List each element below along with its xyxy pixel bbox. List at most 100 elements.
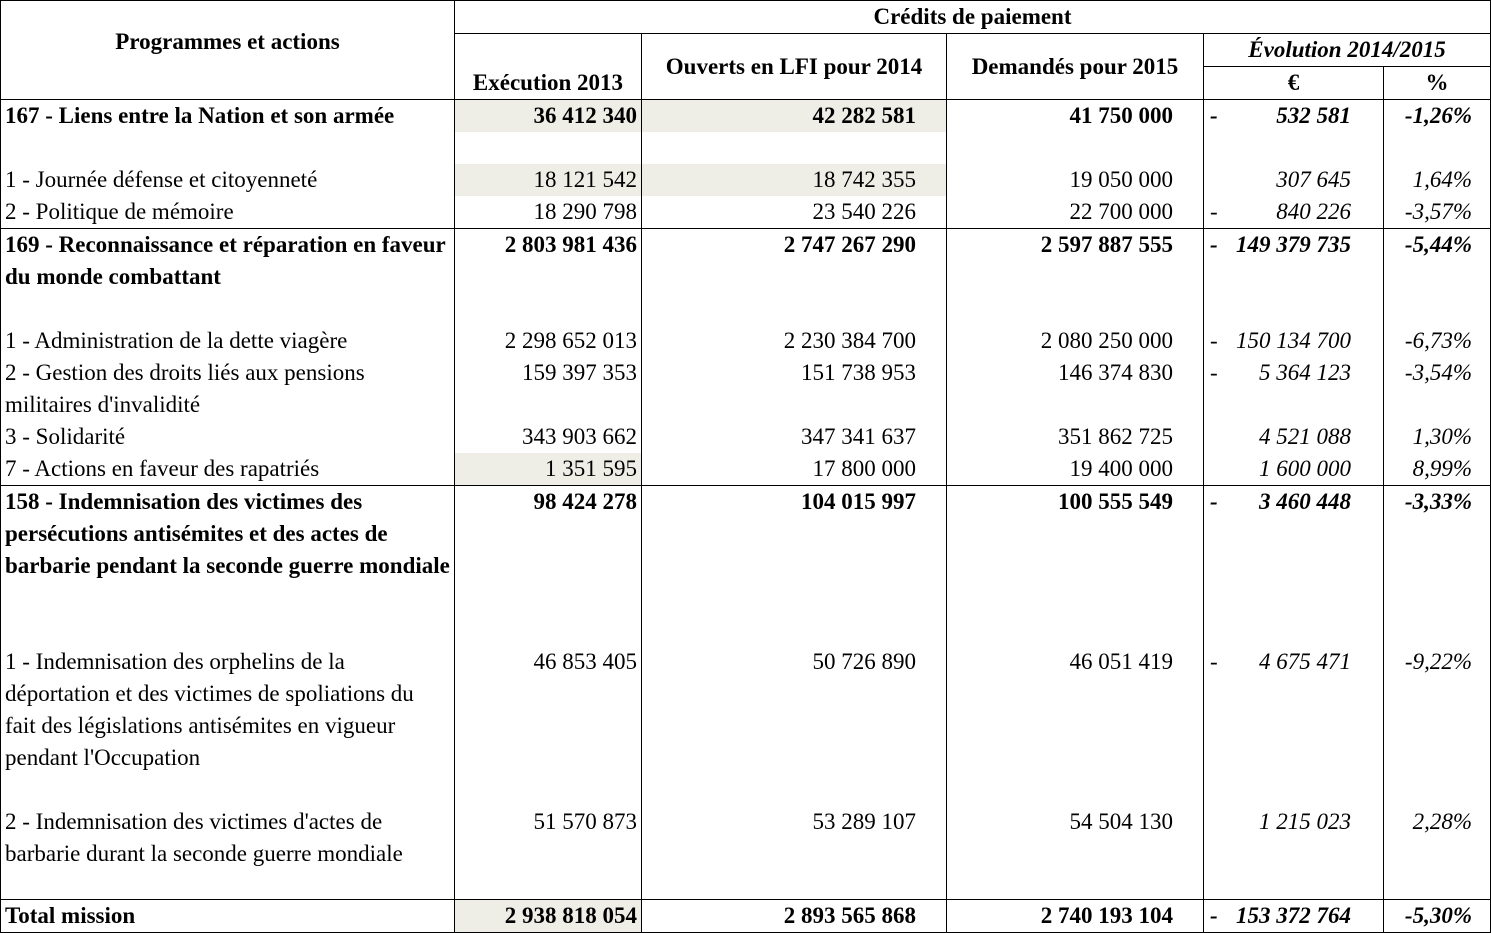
evolution-eur-value: 5 364 123 bbox=[1259, 360, 1351, 385]
exec-2013-value: 46 853 405 bbox=[454, 645, 642, 806]
empty-cell bbox=[454, 132, 642, 164]
empty-cell bbox=[641, 293, 947, 325]
evolution-eur-cell: - 532 581 bbox=[1203, 99, 1384, 132]
empty-cell bbox=[1383, 132, 1491, 164]
row-label: 1 - Journée défense et citoyenneté bbox=[0, 164, 455, 196]
dem-2015-value: 22 700 000 bbox=[946, 196, 1204, 229]
lfi-2014-value: 151 738 953 bbox=[641, 357, 947, 421]
lfi-2014-value: 347 341 637 bbox=[641, 421, 947, 453]
header-lfi2014: Ouverts en LFI pour 2014 bbox=[641, 33, 947, 100]
header-evolution: Évolution 2014/2015 bbox=[1203, 33, 1491, 67]
evolution-eur-value: 1 215 023 bbox=[1259, 808, 1351, 834]
row-label: 158 - Indemnisation des victimes des per… bbox=[0, 485, 455, 614]
table-row: 2 - Gestion des droits liés aux pensions… bbox=[0, 357, 1491, 421]
exec-2013-value: 18 121 542 bbox=[454, 164, 642, 196]
dem-2015-value: 351 862 725 bbox=[946, 421, 1204, 453]
exec-2013-value: 2 298 652 013 bbox=[454, 325, 642, 357]
evolution-pct-value: 2,28% bbox=[1383, 805, 1491, 900]
lfi-2014-value: 2 230 384 700 bbox=[641, 325, 947, 357]
lfi-2014-value: 18 742 355 bbox=[641, 164, 947, 196]
dem-2015-value: 2 740 193 104 bbox=[946, 899, 1204, 933]
evolution-pct-value: -5,44% bbox=[1383, 228, 1491, 293]
row-label: 1 - Indemnisation des orphelins de la dé… bbox=[0, 645, 455, 806]
row-label: Total mission bbox=[0, 899, 455, 933]
row-label: 3 - Solidarité bbox=[0, 421, 455, 453]
evolution-eur-cell: - 840 226 bbox=[1203, 196, 1384, 229]
minus-sign: - bbox=[1210, 489, 1218, 514]
header-eur: € bbox=[1203, 66, 1384, 100]
table-row: 1 - Journée défense et citoyenneté 18 121… bbox=[0, 164, 1491, 196]
evolution-eur-value: 1 600 000 bbox=[1259, 456, 1351, 481]
lfi-2014-value: 2 747 267 290 bbox=[641, 228, 947, 293]
minus-sign: - bbox=[1210, 232, 1218, 257]
evolution-eur-cell: -150 134 700 bbox=[1203, 325, 1384, 357]
evolution-eur-value: 3 460 448 bbox=[1259, 489, 1351, 514]
evolution-eur-value: 840 226 bbox=[1276, 199, 1351, 224]
exec-2013-value: 51 570 873 bbox=[454, 805, 642, 900]
spacer-row bbox=[0, 613, 1491, 646]
evolution-eur-cell: 1 215 023 bbox=[1203, 805, 1384, 900]
dem-2015-value: 41 750 000 bbox=[946, 99, 1204, 132]
dem-2015-value: 54 504 130 bbox=[946, 805, 1204, 900]
header-programmes: Programmes et actions bbox=[0, 0, 455, 100]
evolution-eur-cell: - 3 460 448 bbox=[1203, 485, 1384, 614]
header-exec2013: Exécution 2013 bbox=[454, 33, 642, 100]
minus-sign: - bbox=[1210, 328, 1218, 353]
dem-2015-value: 19 400 000 bbox=[946, 453, 1204, 486]
lfi-2014-value: 42 282 581 bbox=[641, 99, 947, 132]
empty-cell bbox=[0, 293, 455, 325]
minus-sign: - bbox=[1210, 199, 1218, 224]
table-row: 167 - Liens entre la Nation et son armée… bbox=[0, 99, 1491, 132]
exec-2013-value: 18 290 798 bbox=[454, 196, 642, 229]
dem-2015-value: 146 374 830 bbox=[946, 357, 1204, 421]
lfi-2014-value: 23 540 226 bbox=[641, 196, 947, 229]
evolution-pct-value: 1,30% bbox=[1383, 421, 1491, 453]
lfi-2014-value: 2 893 565 868 bbox=[641, 899, 947, 933]
table-row: 1 - Indemnisation des orphelins de la dé… bbox=[0, 645, 1491, 806]
evolution-eur-value: 532 581 bbox=[1276, 103, 1351, 128]
evolution-eur-value: 4 521 088 bbox=[1259, 424, 1351, 449]
header-dem2015: Demandés pour 2015 bbox=[946, 33, 1204, 100]
empty-cell bbox=[1383, 613, 1491, 646]
evolution-eur-value: 4 675 471 bbox=[1259, 648, 1351, 674]
evolution-pct-value: -3,33% bbox=[1383, 485, 1491, 614]
evolution-eur-value: 149 379 735 bbox=[1236, 232, 1351, 257]
table-row: 158 - Indemnisation des victimes des per… bbox=[0, 485, 1491, 614]
empty-cell bbox=[0, 132, 455, 164]
evolution-eur-cell: - 4 675 471 bbox=[1203, 645, 1384, 806]
table-row: 1 - Administration de la dette viagère 2 … bbox=[0, 325, 1491, 357]
empty-cell bbox=[641, 613, 947, 646]
minus-sign: - bbox=[1210, 103, 1218, 128]
evolution-pct-value: -9,22% bbox=[1383, 645, 1491, 806]
empty-cell bbox=[454, 293, 642, 325]
lfi-2014-value: 53 289 107 bbox=[641, 805, 947, 900]
spacer-row bbox=[0, 293, 1491, 325]
dem-2015-value: 19 050 000 bbox=[946, 164, 1204, 196]
empty-cell bbox=[946, 132, 1204, 164]
row-label: 1 - Administration de la dette viagère bbox=[0, 325, 455, 357]
table-row: 2 - Politique de mémoire 18 290 798 23 540… bbox=[0, 196, 1491, 229]
evolution-eur-value: 150 134 700 bbox=[1236, 328, 1351, 353]
header-credits: Crédits de paiement bbox=[454, 0, 1491, 34]
dem-2015-value: 46 051 419 bbox=[946, 645, 1204, 806]
evolution-eur-cell: 307 645 bbox=[1203, 164, 1384, 196]
exec-2013-value: 159 397 353 bbox=[454, 357, 642, 421]
row-label: 2 - Politique de mémoire bbox=[0, 196, 455, 229]
empty-cell bbox=[0, 613, 455, 646]
evolution-eur-cell: -149 379 735 bbox=[1203, 228, 1384, 293]
evolution-eur-cell: - 5 364 123 bbox=[1203, 357, 1384, 421]
minus-sign: - bbox=[1210, 360, 1218, 385]
dem-2015-value: 100 555 549 bbox=[946, 485, 1204, 614]
exec-2013-value: 36 412 340 bbox=[454, 99, 642, 132]
lfi-2014-value: 50 726 890 bbox=[641, 645, 947, 806]
row-label: 167 - Liens entre la Nation et son armée bbox=[0, 99, 455, 132]
evolution-eur-cell: 4 521 088 bbox=[1203, 421, 1384, 453]
spacer-row bbox=[0, 132, 1491, 164]
evolution-pct-value: -1,26% bbox=[1383, 99, 1491, 132]
header-pct: % bbox=[1383, 66, 1491, 100]
evolution-pct-value: -6,73% bbox=[1383, 325, 1491, 357]
minus-sign: - bbox=[1210, 648, 1218, 674]
evolution-pct-value: -3,57% bbox=[1383, 196, 1491, 229]
evolution-eur-value: 307 645 bbox=[1276, 167, 1351, 192]
